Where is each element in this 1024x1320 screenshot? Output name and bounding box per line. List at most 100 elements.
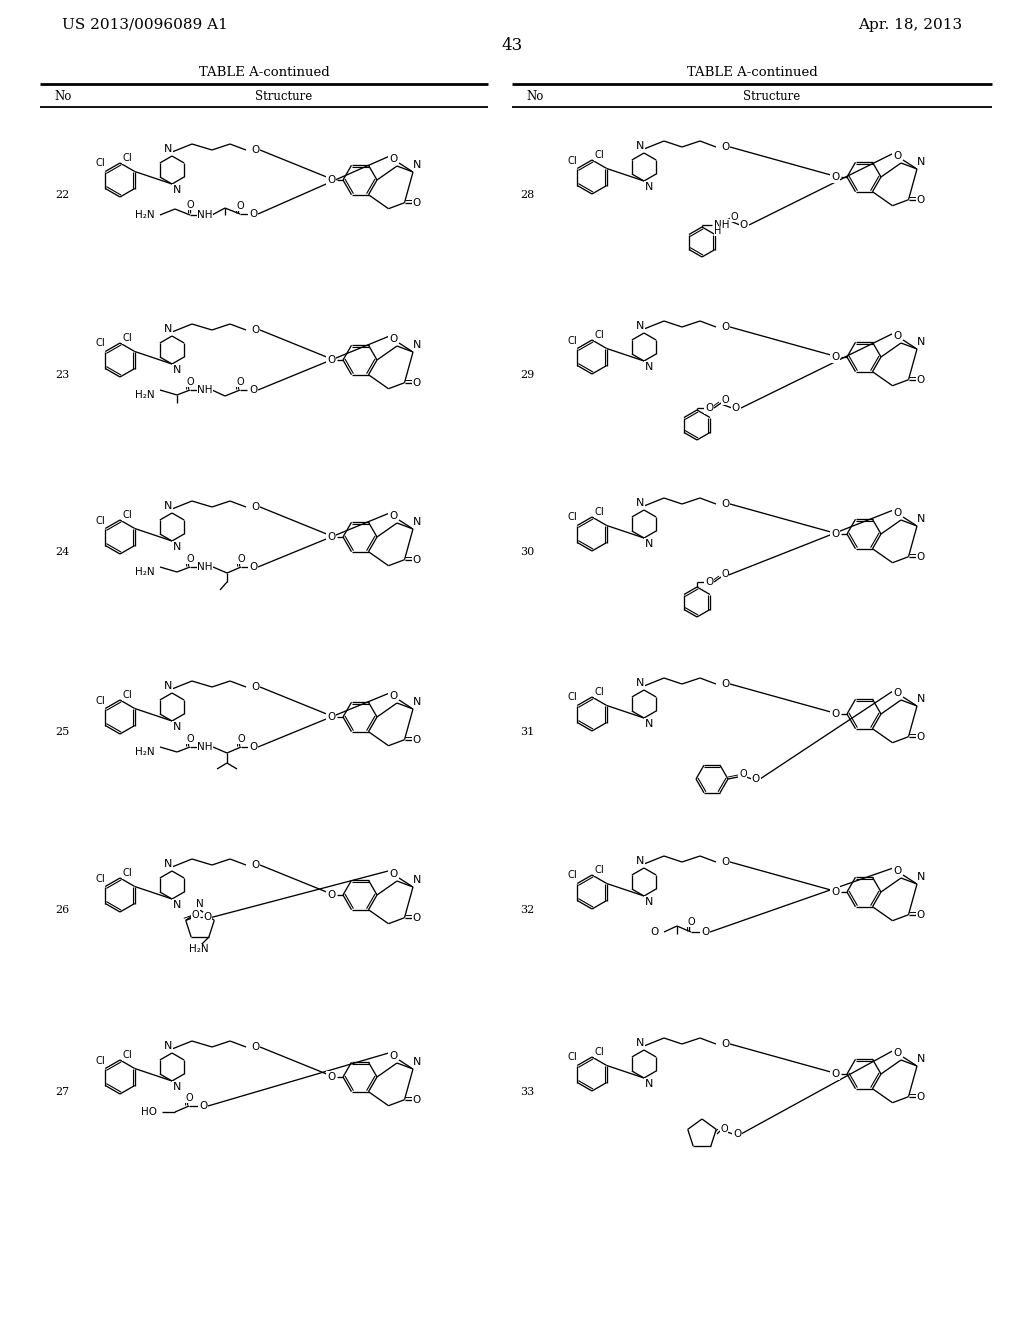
Text: NH: NH: [198, 385, 213, 395]
Text: O: O: [186, 734, 194, 744]
Text: N: N: [197, 899, 204, 909]
Text: US 2013/0096089 A1: US 2013/0096089 A1: [62, 18, 228, 32]
Text: O: O: [830, 887, 839, 898]
Text: O: O: [327, 711, 335, 722]
Text: N: N: [916, 873, 926, 882]
Text: O: O: [893, 508, 901, 517]
Text: O: O: [327, 890, 335, 900]
Text: O: O: [893, 1048, 901, 1059]
Text: Cl: Cl: [122, 1049, 132, 1060]
Text: N: N: [645, 719, 653, 729]
Text: O: O: [251, 145, 259, 154]
Text: Cl: Cl: [567, 512, 578, 523]
Text: H₂N: H₂N: [189, 944, 209, 954]
Text: NH: NH: [198, 742, 213, 752]
Text: N: N: [173, 366, 181, 375]
Text: O: O: [893, 866, 901, 876]
Text: N: N: [636, 855, 644, 866]
Text: O: O: [186, 554, 194, 564]
Text: No: No: [54, 90, 72, 103]
Text: O: O: [389, 154, 397, 164]
Text: HO: HO: [141, 1107, 157, 1117]
Text: O: O: [830, 709, 839, 719]
Text: O: O: [830, 172, 839, 182]
Text: Cl: Cl: [594, 865, 604, 875]
Text: Cl: Cl: [567, 156, 578, 165]
Text: N: N: [916, 513, 926, 524]
Text: O: O: [251, 502, 259, 512]
Text: O: O: [916, 552, 925, 562]
Text: O: O: [752, 774, 760, 784]
Text: 22: 22: [55, 190, 70, 201]
Text: N: N: [173, 543, 181, 552]
Text: H₂N: H₂N: [135, 747, 155, 756]
Text: O: O: [721, 143, 729, 152]
Text: O: O: [893, 150, 901, 161]
Text: N: N: [173, 1082, 181, 1092]
Text: O: O: [413, 1094, 421, 1105]
Text: N: N: [916, 694, 926, 704]
Text: 32: 32: [520, 906, 535, 915]
Text: TABLE A-continued: TABLE A-continued: [199, 66, 330, 78]
Text: 25: 25: [55, 727, 70, 737]
Text: O: O: [739, 770, 746, 779]
Text: O: O: [916, 909, 925, 920]
Text: Cl: Cl: [594, 507, 604, 517]
Text: O: O: [186, 378, 194, 387]
Text: N: N: [164, 502, 172, 511]
Text: N: N: [413, 1057, 421, 1067]
Text: 26: 26: [55, 906, 70, 915]
Text: O: O: [327, 176, 335, 185]
Text: O: O: [249, 562, 257, 572]
Text: 28: 28: [520, 190, 535, 201]
Text: Cl: Cl: [95, 516, 105, 525]
Text: Cl: Cl: [567, 1052, 578, 1063]
Text: H₂N: H₂N: [135, 568, 155, 577]
Text: 23: 23: [55, 370, 70, 380]
Text: N: N: [916, 337, 926, 347]
Text: N: N: [164, 1041, 172, 1051]
Text: NH: NH: [198, 562, 213, 572]
Text: O: O: [916, 195, 925, 205]
Text: O: O: [249, 209, 257, 219]
Text: O: O: [251, 861, 259, 870]
Text: O: O: [389, 334, 397, 345]
Text: O: O: [721, 569, 729, 579]
Text: O: O: [721, 395, 729, 405]
Text: No: No: [526, 90, 544, 103]
Text: Cl: Cl: [122, 869, 132, 878]
Text: O: O: [327, 532, 335, 543]
Text: N: N: [636, 321, 644, 331]
Text: O: O: [733, 1129, 741, 1139]
Text: N: N: [173, 722, 181, 733]
Text: Cl: Cl: [122, 333, 132, 343]
Text: O: O: [721, 678, 729, 689]
Text: O: O: [916, 731, 925, 742]
Text: 31: 31: [520, 727, 535, 737]
Text: Structure: Structure: [255, 90, 312, 103]
Text: 30: 30: [520, 546, 535, 557]
Text: O: O: [830, 1069, 839, 1078]
Text: O: O: [916, 1092, 925, 1102]
Text: O: O: [237, 378, 244, 387]
Text: O: O: [185, 1093, 193, 1104]
Text: H₂N: H₂N: [135, 389, 155, 400]
Text: N: N: [645, 1078, 653, 1089]
Text: O: O: [732, 403, 740, 413]
Text: O: O: [830, 352, 839, 362]
Text: NH: NH: [714, 220, 729, 230]
Text: Cl: Cl: [95, 874, 105, 883]
Text: O: O: [830, 529, 839, 539]
Text: N: N: [636, 141, 644, 150]
Text: 24: 24: [55, 546, 70, 557]
Text: O: O: [700, 927, 710, 937]
Text: O: O: [721, 322, 729, 333]
Text: Cl: Cl: [122, 153, 132, 162]
Text: O: O: [721, 857, 729, 867]
Text: N: N: [636, 678, 644, 688]
Text: N: N: [916, 157, 926, 168]
Text: N: N: [413, 160, 421, 170]
Text: O: O: [237, 201, 244, 211]
Text: TABLE A-continued: TABLE A-continued: [687, 66, 817, 78]
Text: N: N: [164, 681, 172, 690]
